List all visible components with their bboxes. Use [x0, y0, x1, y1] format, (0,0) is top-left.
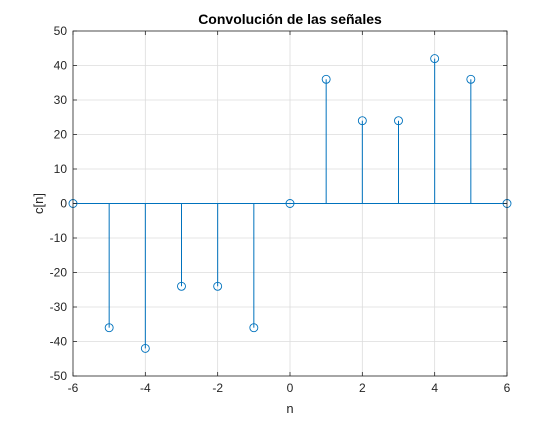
stem-marker: [321, 74, 331, 84]
chart-title: Convolución de las señales: [198, 11, 382, 27]
stem-marker: [357, 116, 367, 126]
x-tick-label: 4: [431, 381, 438, 395]
y-tick-label: 40: [54, 59, 68, 73]
x-tick-label: 0: [287, 381, 294, 395]
x-tick-label: -4: [140, 381, 151, 395]
stem-marker: [177, 281, 186, 291]
y-tick-label: 30: [54, 93, 68, 107]
stem-marker: [249, 323, 259, 333]
stem-marker: [140, 343, 150, 353]
x-tick-label: 2: [359, 381, 366, 395]
y-tick-label: 10: [54, 162, 68, 176]
tick-marks: [72, 30, 508, 377]
stem-marker: [430, 54, 440, 64]
stem-marker: [213, 281, 223, 291]
stem-marker: [394, 116, 403, 126]
y-tick-label: -40: [50, 335, 68, 349]
y-tick-labels: -50 -40 -30 -20 -10 0 10 20 30 40 50: [50, 24, 68, 383]
stem-marker: [466, 74, 476, 84]
y-tick-label: -50: [50, 369, 68, 383]
y-axis-label: c[n]: [31, 193, 46, 214]
x-tick-label: -6: [68, 381, 79, 395]
stem-marker: [285, 199, 295, 208]
y-tick-label: 50: [54, 24, 68, 38]
x-tick-label: 6: [504, 381, 511, 395]
y-tick-label: 20: [54, 128, 68, 142]
stem-marker: [104, 323, 114, 333]
stem-lines: [73, 58, 507, 349]
y-tick-label: 0: [60, 197, 67, 211]
x-axis-label: n: [286, 401, 293, 416]
y-tick-label: -30: [50, 300, 68, 314]
y-tick-label: -20: [50, 266, 68, 280]
x-tick-label: -2: [212, 381, 223, 395]
x-tick-labels: -6 -4 -2 0 2 4 6: [68, 381, 511, 395]
y-tick-label: -10: [50, 231, 68, 245]
stem-markers: [68, 54, 512, 353]
